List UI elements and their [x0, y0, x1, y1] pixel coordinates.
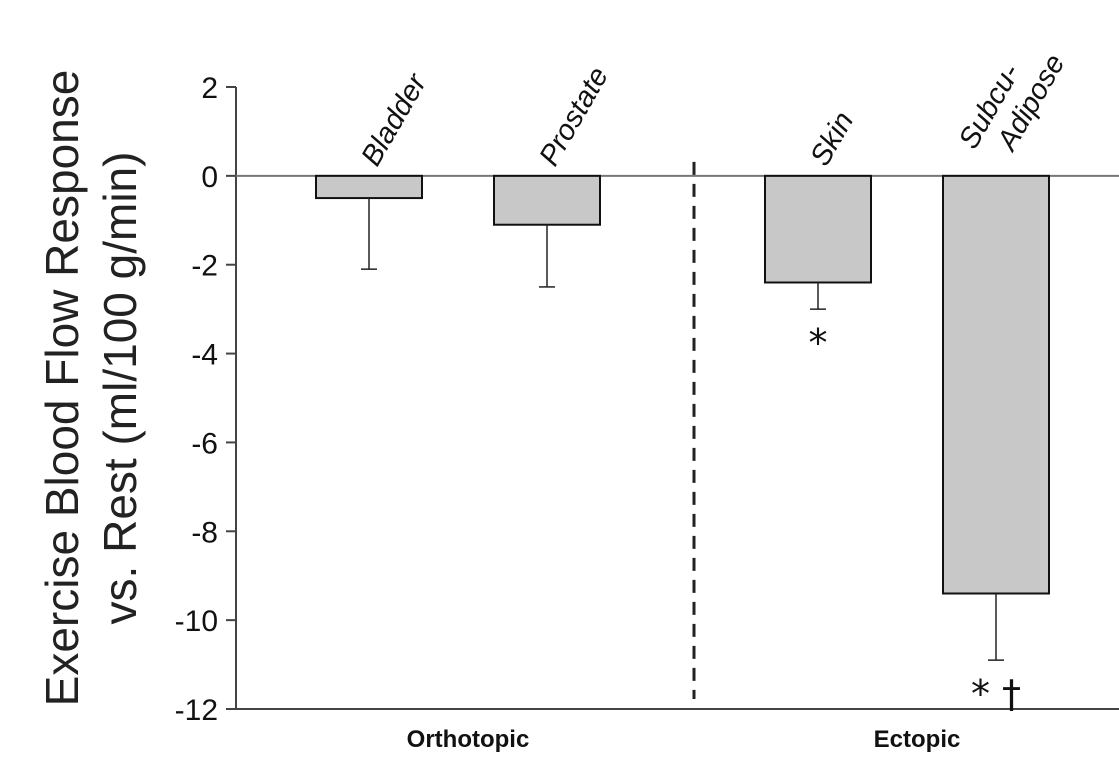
y-tick-label: -4	[191, 339, 218, 372]
y-axis-title-line1: Exercise Blood Flow Response	[36, 70, 88, 707]
error-bars-layer	[361, 198, 1004, 661]
y-tick-label: 0	[201, 161, 218, 194]
category-label: Prostate	[533, 62, 615, 172]
significance-marker: * †	[971, 672, 1021, 716]
bar	[315, 174, 423, 200]
bar	[764, 174, 872, 284]
bar	[942, 174, 1050, 595]
significance-labels: * * †	[809, 321, 1022, 716]
bars-layer	[315, 174, 1050, 595]
group-label: Ectopic	[874, 726, 961, 753]
group-label: Orthotopic	[407, 726, 530, 753]
y-tick-label: -8	[191, 516, 218, 549]
category-label: Bladder	[355, 68, 433, 172]
bar	[493, 174, 601, 226]
y-tick-label: 2	[201, 72, 218, 105]
category-label: Skin	[804, 106, 860, 171]
category-label-line: Skin	[804, 106, 860, 171]
y-axis-title: Exercise Blood Flow Response vs. Rest (m…	[36, 70, 146, 707]
y-tick-label: -12	[175, 694, 218, 727]
y-axis: 2 0 -2 -4 -6 -8 -10 -12	[175, 72, 237, 727]
category-label-line: Bladder	[355, 68, 433, 172]
y-tick-label: -10	[175, 605, 218, 638]
category-label-line: Prostate	[533, 62, 615, 172]
y-tick-label: -2	[191, 250, 218, 283]
category-labels: Bladder Prostate Skin Subcu-Adipose	[355, 32, 1072, 172]
y-tick-label: -6	[191, 427, 218, 460]
group-labels: Orthotopic Ectopic	[407, 726, 961, 753]
significance-marker: *	[809, 321, 828, 365]
y-axis-title-line2: vs. Rest (ml/100 g/min)	[94, 152, 146, 625]
category-label: Subcu-Adipose	[953, 32, 1072, 171]
